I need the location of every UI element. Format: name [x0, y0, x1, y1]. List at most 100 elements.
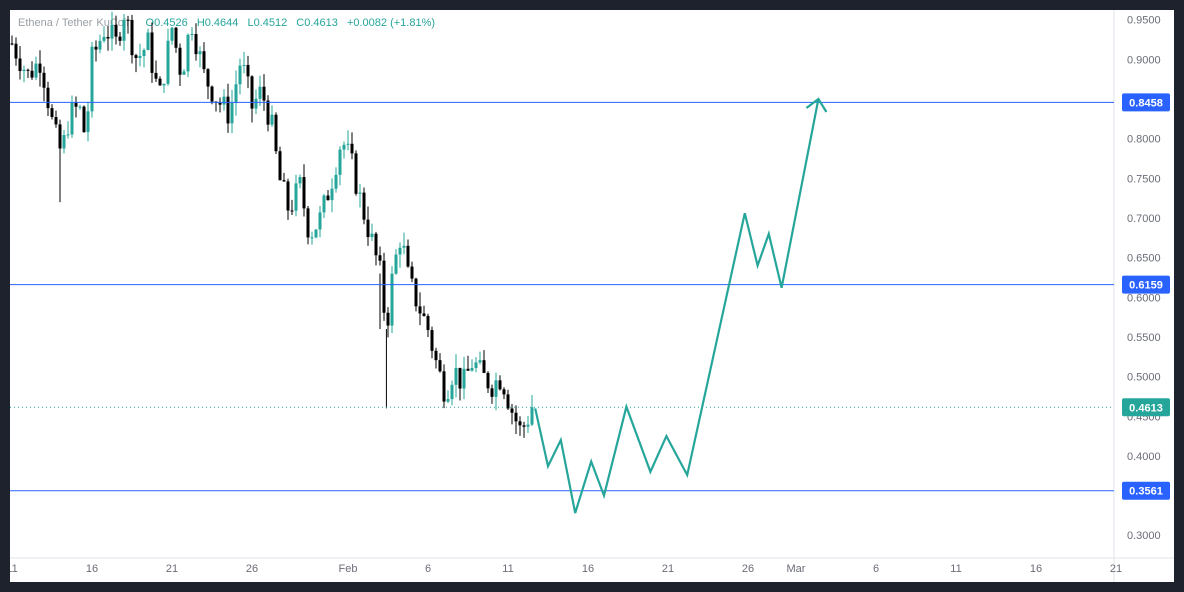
candle-body	[242, 64, 246, 66]
level-price-label: 0.3561	[1129, 486, 1163, 498]
candle-body	[270, 114, 274, 125]
y-tick-label: 0.5000	[1127, 372, 1161, 384]
candle-body	[258, 86, 262, 99]
candle-body	[178, 47, 182, 75]
candle-body	[174, 27, 178, 48]
candle-body	[486, 372, 490, 389]
candle-body	[478, 360, 482, 363]
candle-body	[90, 46, 94, 112]
candle-body	[110, 24, 114, 39]
candle-body	[506, 394, 510, 409]
candle-body	[326, 195, 330, 201]
candle-body	[530, 407, 534, 425]
candle-body	[126, 19, 130, 21]
candle-body	[114, 24, 118, 37]
candle-body	[254, 98, 258, 109]
candle-body	[446, 399, 450, 402]
candle-body	[334, 174, 338, 189]
candle-body	[166, 40, 170, 84]
candle-body	[186, 34, 190, 72]
candle-body	[510, 408, 514, 413]
level-price-tag	[1122, 93, 1170, 112]
candle-body	[170, 27, 174, 41]
candle-body	[322, 195, 326, 213]
candle-body	[18, 58, 22, 72]
chart-frame: Ethena / Tether KuCoin O0.4526 H0.4644 L0…	[10, 10, 1174, 582]
candle-body	[338, 149, 342, 175]
level-price-tag	[1122, 481, 1170, 500]
candle-body	[130, 20, 134, 56]
candle-body	[230, 102, 234, 124]
candles-group	[10, 11, 534, 438]
candle-body	[122, 19, 126, 41]
candle-body	[98, 40, 102, 50]
candle-body	[46, 87, 50, 109]
candle-body	[78, 106, 82, 108]
y-tick-label: 0.3000	[1127, 530, 1161, 542]
candle-body	[406, 245, 410, 267]
candle-body	[266, 100, 270, 125]
candle-body	[482, 360, 486, 373]
candle-body	[234, 84, 238, 103]
x-tick-label: 26	[246, 563, 258, 575]
candle-body	[462, 368, 466, 389]
candle-body	[518, 421, 522, 426]
candle-body	[134, 55, 138, 58]
candle-body	[474, 362, 478, 369]
candle-body	[66, 134, 70, 136]
x-tick-label: 16	[1030, 563, 1042, 575]
candle-body	[70, 102, 74, 135]
candle-body	[202, 51, 206, 70]
candle-body	[190, 34, 194, 36]
candle-body	[438, 360, 442, 372]
x-tick-label: 21	[1110, 563, 1122, 575]
candle-body	[262, 86, 266, 101]
candle-body	[418, 306, 422, 314]
candle-body	[426, 315, 430, 331]
candle-body	[294, 183, 298, 211]
projection-path	[534, 98, 820, 514]
candle-body	[514, 412, 518, 422]
candle-body	[362, 192, 366, 220]
candle-body	[502, 389, 506, 395]
candle-body	[378, 255, 382, 261]
candle-body	[274, 114, 278, 152]
candle-body	[58, 124, 62, 149]
level-price-label: 0.6159	[1129, 280, 1163, 292]
y-tick-label: 0.7000	[1127, 213, 1161, 225]
candle-body	[330, 188, 334, 201]
candle-body	[526, 424, 530, 427]
candle-body	[370, 233, 374, 238]
x-tick-label: Mar	[787, 563, 806, 575]
candle-body	[138, 56, 142, 58]
candle-body	[310, 237, 314, 239]
open-value: O0.4526	[145, 17, 188, 29]
candle-body	[162, 83, 166, 86]
candle-body	[354, 153, 358, 194]
candle-body	[374, 233, 378, 256]
candle-body	[318, 212, 322, 230]
candle-body	[102, 36, 106, 41]
candle-body	[346, 143, 350, 145]
candle-body	[210, 86, 214, 102]
candle-body	[74, 102, 78, 107]
candle-body	[386, 312, 390, 326]
candle-body	[22, 69, 26, 72]
candle-body	[142, 49, 146, 57]
candle-body	[198, 51, 202, 55]
y-tick-label: 0.7500	[1127, 173, 1161, 185]
x-tick-label: 16	[582, 563, 594, 575]
candle-body	[358, 192, 362, 194]
candle-body	[42, 72, 46, 88]
candle-body	[246, 64, 250, 77]
candle-body	[286, 181, 290, 211]
candle-body	[442, 371, 446, 402]
candle-body	[86, 111, 90, 133]
candle-body	[34, 63, 38, 78]
candle-body	[222, 96, 226, 105]
candle-body	[450, 384, 454, 400]
candle-body	[390, 273, 394, 326]
candle-body	[494, 380, 498, 397]
candle-body	[366, 219, 370, 238]
price-chart[interactable]: 0.95000.90000.85000.80000.75000.70000.65…	[10, 10, 1174, 582]
